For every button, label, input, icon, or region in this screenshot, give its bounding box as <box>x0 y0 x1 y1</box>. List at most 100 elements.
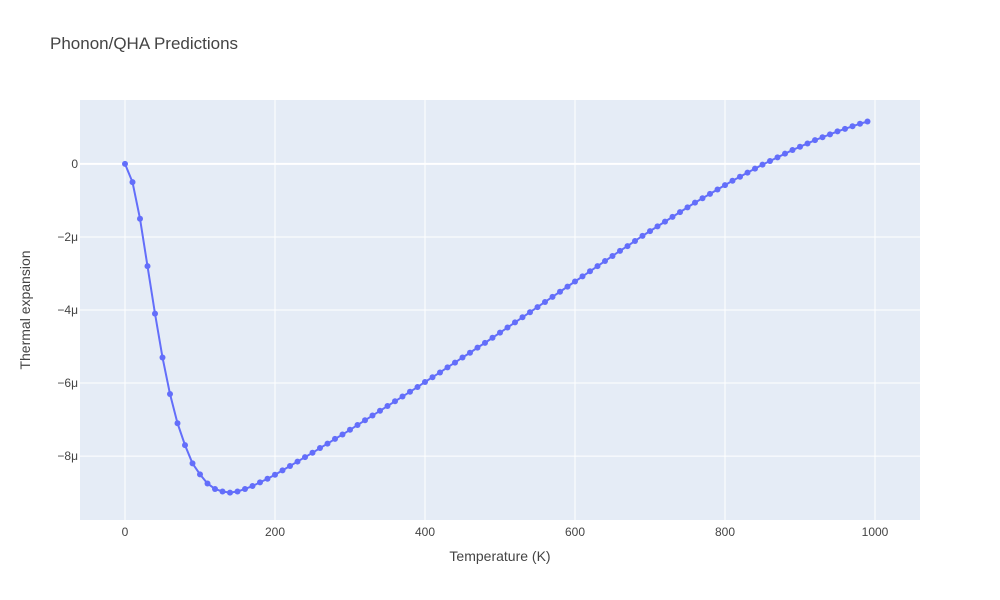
data-point <box>842 125 848 132</box>
data-point <box>362 417 368 424</box>
y-tick-label: 0 <box>71 157 78 171</box>
data-point <box>459 354 466 361</box>
data-point <box>782 150 788 157</box>
data-point <box>797 143 803 150</box>
data-point <box>527 309 533 316</box>
data-point <box>564 283 571 290</box>
data-point <box>212 485 218 492</box>
data-point <box>699 195 706 202</box>
data-point <box>407 388 413 395</box>
y-axis-title: Thermal expansion <box>17 250 33 369</box>
data-point <box>617 247 623 254</box>
data-series <box>122 118 871 496</box>
data-point <box>714 186 721 193</box>
data-point <box>549 293 556 300</box>
data-point <box>729 177 736 184</box>
data-point <box>137 215 143 222</box>
data-point <box>827 131 833 138</box>
data-point <box>804 140 811 147</box>
data-point <box>542 298 548 305</box>
data-point <box>632 237 638 244</box>
data-point <box>444 364 451 371</box>
data-point <box>489 334 496 341</box>
data-point <box>399 393 406 400</box>
data-point <box>812 137 818 144</box>
data-point <box>752 165 758 172</box>
data-point <box>189 460 196 467</box>
y-tick-label: −8μ <box>57 449 78 463</box>
data-point <box>534 304 541 311</box>
data-point <box>737 173 743 180</box>
data-point <box>437 369 443 376</box>
data-point <box>452 359 458 366</box>
data-point <box>279 467 286 474</box>
data-point <box>504 324 511 331</box>
data-point <box>174 420 181 427</box>
data-point <box>677 209 683 216</box>
series-line <box>124 120 868 494</box>
data-point <box>369 412 376 419</box>
data-point <box>467 349 473 356</box>
data-point <box>309 449 316 456</box>
data-point <box>497 329 503 336</box>
data-point <box>662 218 668 225</box>
data-point <box>122 160 128 167</box>
x-axis-title: Temperature (K) <box>449 548 550 564</box>
data-point <box>347 426 353 433</box>
tick-labels: 0 200 400 600 800 1000 0 −2μ −4μ −6μ −8μ <box>57 157 888 539</box>
data-point <box>864 118 871 125</box>
data-point <box>339 431 346 438</box>
data-point <box>197 471 203 478</box>
data-point <box>242 485 248 492</box>
data-point <box>384 403 391 410</box>
data-point <box>302 454 308 461</box>
data-point <box>182 442 188 449</box>
data-point <box>609 252 616 259</box>
data-point <box>707 190 713 197</box>
x-tick-label: 200 <box>265 525 285 539</box>
chart-title: Phonon/QHA Predictions <box>50 34 239 53</box>
x-tick-label: 600 <box>565 525 585 539</box>
data-point <box>257 479 263 486</box>
data-point <box>392 398 398 405</box>
data-point <box>722 182 728 189</box>
x-tick-label: 0 <box>122 525 129 539</box>
data-point <box>767 157 773 164</box>
data-point <box>789 147 796 154</box>
data-point <box>744 169 751 176</box>
y-tick-label: −6μ <box>57 376 78 390</box>
data-point <box>144 263 151 270</box>
data-point <box>227 489 233 496</box>
data-point <box>332 435 338 442</box>
data-point <box>429 374 436 381</box>
data-point <box>557 288 563 295</box>
data-point <box>474 344 481 351</box>
data-point <box>482 339 488 346</box>
data-point <box>377 407 383 414</box>
data-point <box>647 228 653 235</box>
data-point <box>669 213 676 220</box>
y-tick-label: −4μ <box>57 303 78 317</box>
data-point <box>684 204 691 211</box>
grid-lines <box>80 100 920 520</box>
data-point <box>129 179 136 186</box>
data-point <box>414 384 421 391</box>
data-point <box>519 314 526 321</box>
data-point <box>857 120 863 127</box>
data-point <box>324 440 331 447</box>
data-point <box>759 161 766 168</box>
data-point <box>594 263 601 270</box>
data-point <box>654 223 661 230</box>
data-point <box>602 258 608 265</box>
data-point <box>272 471 278 478</box>
y-tick-label: −2μ <box>57 230 78 244</box>
data-point <box>422 378 428 385</box>
data-point <box>219 488 226 495</box>
data-point <box>572 278 578 285</box>
data-point <box>774 154 781 161</box>
data-point <box>204 480 211 487</box>
data-point <box>294 458 301 465</box>
x-tick-label: 800 <box>715 525 735 539</box>
x-tick-label: 1000 <box>862 525 889 539</box>
data-point <box>287 462 293 469</box>
